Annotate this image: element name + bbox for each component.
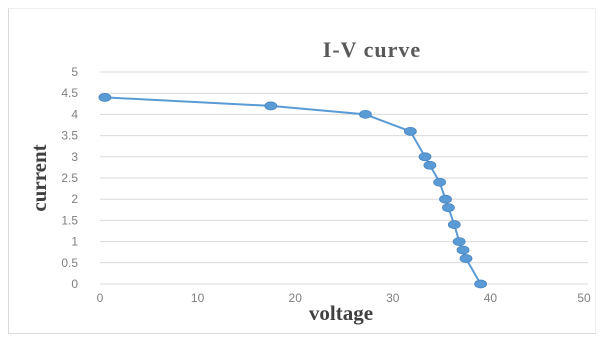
x-axis-label: voltage xyxy=(309,301,373,325)
y-tick-label: 4.5 xyxy=(61,86,78,100)
data-point-11 xyxy=(456,245,470,255)
y-axis-label: current xyxy=(27,144,51,211)
y-tick-label: 3 xyxy=(71,150,78,164)
y-tick-label: 1.5 xyxy=(61,213,78,227)
grid-lines xyxy=(100,71,588,285)
data-point-3 xyxy=(403,126,417,136)
data-point-5 xyxy=(423,160,437,170)
data-point-9 xyxy=(447,220,461,230)
data-point-0 xyxy=(98,93,112,102)
data-point-6 xyxy=(433,177,447,187)
x-tick-label: 20 xyxy=(289,291,303,305)
data-point-10 xyxy=(452,237,466,247)
x-tick-label: 30 xyxy=(386,291,400,305)
data-point-12 xyxy=(459,254,473,263)
y-axis-ticks: 0 0.5 1 1.5 2 2.5 3 3.5 4 4.5 5 xyxy=(61,65,78,291)
data-point-2 xyxy=(359,110,372,119)
y-tick-label: 0.5 xyxy=(61,256,78,270)
y-tick-label: 3.5 xyxy=(61,129,78,143)
x-axis-ticks: 0 10 20 30 40 50 xyxy=(97,291,591,305)
data-point-13 xyxy=(474,279,488,289)
data-point-1 xyxy=(264,101,278,111)
y-tick-label: 2 xyxy=(71,192,78,206)
y-tick-label: 1 xyxy=(71,235,78,249)
x-tick-label: 40 xyxy=(484,291,498,305)
x-tick-label: 10 xyxy=(191,291,205,305)
data-point-7 xyxy=(439,194,452,204)
x-tick-label: 0 xyxy=(97,291,104,305)
chart-frame xyxy=(8,8,596,334)
y-tick-label: 5 xyxy=(71,65,78,79)
y-tick-label: 4 xyxy=(71,107,78,121)
data-point-8 xyxy=(442,203,455,213)
y-tick-label: 0 xyxy=(71,277,78,291)
chart-title: I-V curve xyxy=(323,37,421,62)
x-tick-label: 50 xyxy=(577,291,591,305)
data-point-4 xyxy=(418,152,432,162)
y-tick-label: 2.5 xyxy=(61,171,78,185)
iv-series-line xyxy=(104,96,482,285)
iv-series-markers xyxy=(98,93,488,289)
